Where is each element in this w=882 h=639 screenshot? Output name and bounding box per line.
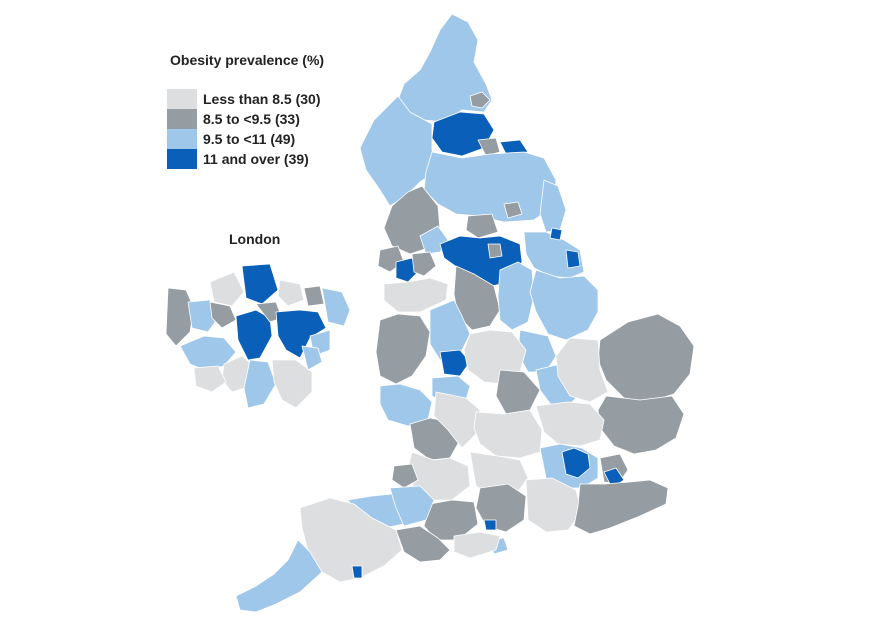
region: [235, 309, 273, 361]
region: [209, 301, 237, 329]
london-inset-map: [165, 263, 351, 409]
region: [487, 243, 503, 259]
region: [243, 359, 277, 409]
region: [303, 285, 325, 307]
region: [597, 395, 685, 455]
region: [359, 95, 439, 207]
region: [423, 151, 557, 223]
region: [561, 447, 591, 479]
region: [165, 287, 195, 347]
region: [241, 263, 279, 305]
region: [477, 137, 501, 157]
region: [555, 337, 609, 403]
region: [395, 525, 451, 563]
region: [475, 483, 527, 533]
region: [383, 277, 449, 313]
england-map: [235, 13, 695, 613]
region: [465, 213, 499, 239]
region: [209, 271, 245, 307]
region: [453, 531, 501, 559]
legend-label: 11 and over (39): [203, 151, 309, 167]
region: [193, 365, 227, 393]
region: [235, 539, 323, 613]
legend: Less than 8.5 (30) 8.5 to <9.5 (33) 9.5 …: [167, 89, 321, 169]
region: [391, 463, 419, 489]
region: [429, 299, 471, 361]
legend-swatch: [167, 89, 197, 109]
region: [301, 345, 323, 371]
region: [277, 279, 305, 307]
legend-item-8-5-to-9-5: 8.5 to <9.5 (33): [167, 109, 321, 129]
region: [499, 139, 529, 155]
region: [389, 485, 435, 527]
london-inset-title: London: [229, 231, 281, 247]
region: [503, 201, 523, 219]
legend-swatch: [167, 149, 197, 169]
region: [271, 359, 313, 409]
region: [495, 369, 541, 415]
legend-label: 8.5 to <9.5 (33): [203, 111, 300, 127]
region: [411, 251, 437, 277]
region: [597, 313, 695, 403]
region: [483, 519, 497, 531]
legend-swatch: [167, 109, 197, 129]
legend-title: Obesity prevalence (%): [170, 52, 325, 68]
region: [375, 313, 431, 385]
region: [453, 265, 501, 331]
legend-item-11-and-over: 11 and over (39): [167, 149, 321, 169]
legend-swatch: [167, 129, 197, 149]
legend-label: Less than 8.5 (30): [203, 91, 321, 107]
region: [539, 179, 567, 233]
legend-item-less-than-8-5: Less than 8.5 (30): [167, 89, 321, 109]
region: [321, 287, 351, 327]
region: [573, 479, 669, 535]
region: [439, 349, 471, 377]
region: [549, 227, 563, 241]
region: [433, 391, 481, 449]
region: [565, 249, 581, 269]
region: [469, 451, 529, 497]
region: [423, 499, 479, 541]
region: [351, 565, 363, 579]
region: [395, 257, 419, 283]
legend-label: 9.5 to <11 (49): [203, 131, 296, 147]
region: [529, 269, 599, 341]
region: [497, 261, 535, 331]
region: [473, 409, 543, 459]
region: [535, 401, 605, 447]
region: [179, 335, 237, 371]
legend-item-9-5-to-11: 9.5 to <11 (49): [167, 129, 321, 149]
region: [469, 91, 491, 109]
